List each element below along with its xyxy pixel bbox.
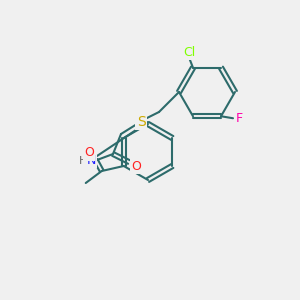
Text: Cl: Cl: [183, 46, 196, 59]
Text: O: O: [84, 146, 94, 160]
Text: F: F: [236, 112, 243, 125]
Text: O: O: [131, 160, 141, 172]
Text: H: H: [79, 156, 87, 166]
Text: N: N: [86, 154, 96, 166]
Text: S: S: [136, 115, 146, 129]
